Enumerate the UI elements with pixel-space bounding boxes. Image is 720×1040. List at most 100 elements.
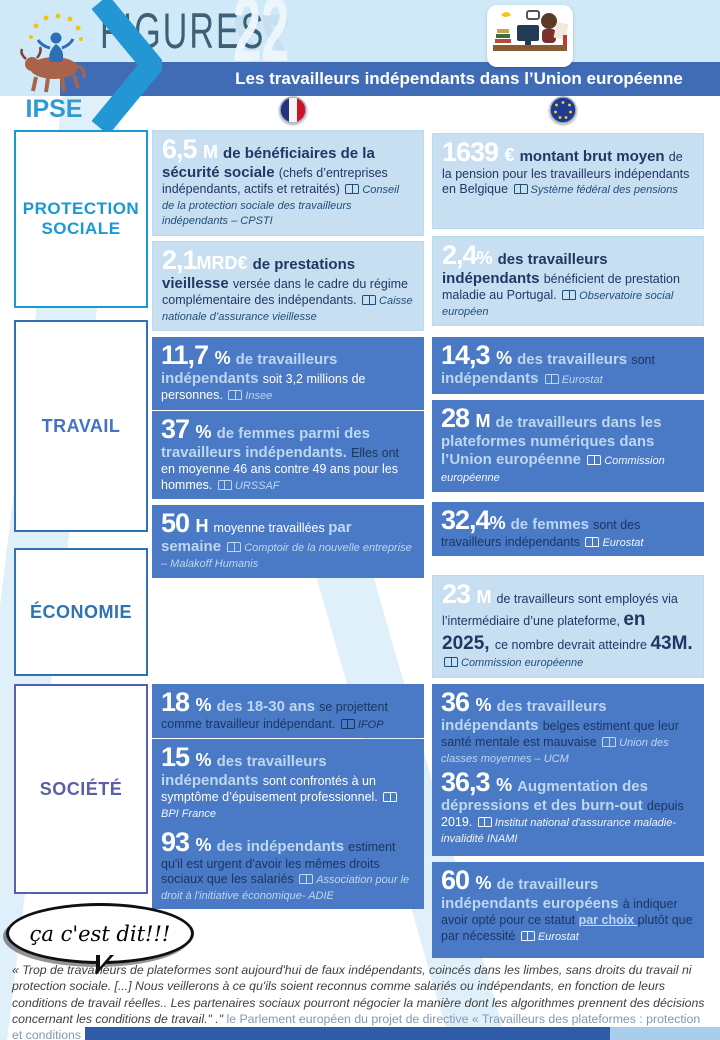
speech-bubble-tail [100,953,112,967]
book-icon [477,817,492,828]
text-segment: 36 [441,687,476,717]
banner-title: Les travailleurs indépendants dans l’Uni… [60,62,720,96]
text-segment[interactable]: par choix [578,913,638,928]
stat-box-eu-sante-mentale-belges: 36 % des travailleurs indépendants belge… [432,684,704,773]
stat-box-fr-droits-sociaux: 93 % des indépendants estiment qu'il est… [152,824,424,910]
text-segment: moyenne travaillées [213,521,329,535]
text-segment: H [195,516,214,536]
text-segment: de bénéficiaires de la sécurité sociale [162,145,375,181]
footer-bar-dark [85,1027,610,1040]
stat-box-eu-part-independants: 14,3 % des travailleurs sont indépendant… [432,337,704,395]
book-icon [217,479,232,490]
category-societe: SOCIÉTÉ [14,684,148,894]
text-segment: sont confrontés à un symptôme d’épuiseme… [161,773,382,805]
text-segment: 60 [441,865,476,895]
book-icon [587,455,602,466]
france-flag-icon [279,96,307,124]
issue-number: 22 [233,0,290,81]
text-segment: 6,5 [162,134,204,164]
source-text: Eurostat [583,536,643,549]
text-segment: de femmes [510,516,594,533]
category-economie: ÉCONOMIE [14,548,148,676]
source-text: Insee [226,390,272,402]
text-segment: % [214,348,236,368]
stat-box-eu-pension-belgique: 1639 € montant brut moyen de la pension … [432,133,704,229]
text-segment: indépendants [441,369,543,387]
stat-box-eu-statut-par-choix: 60 % de travailleurs indépendants europé… [432,862,704,958]
logo-europa-figure [36,32,75,62]
text-segment: 11,7 [161,340,215,370]
book-icon [340,718,355,729]
book-icon [562,290,577,301]
text-segment: des travailleurs indépendants [441,698,607,734]
source-text: Commission européenne [442,657,583,669]
text-segment: en moyenne 46 ans contre 49 ans pour les… [161,462,398,492]
text-segment: plutôt que par nécessité [441,913,693,943]
text-segment: 32,4 [441,505,491,535]
source-text: Union des classes moyennes – UCM [441,737,669,765]
text-segment: % [195,750,217,770]
text-segment: 15 [161,742,196,772]
stat-box-eu-plateformes-2025: 23 M de travailleurs sont employés via l… [432,575,704,679]
text-segment: 93 [161,827,196,857]
quote-text: « Trop de travailleurs de plateformes so… [12,963,705,1027]
book-icon [228,390,243,401]
category-travail: TRAVAIL [14,320,148,532]
logo-stars [29,13,83,41]
book-icon [299,874,314,885]
text-segment: % [475,873,497,893]
text-segment: soit 3,2 millions de personnes. [161,371,366,403]
source-text: Caisse nationale d’assurance vieillesse [162,295,413,323]
text-segment: 43M. [650,632,693,654]
text-segment: Augmentation des dépressions et des burn… [441,778,648,814]
text-segment: estiment qu'il est urgent d'avoir les mê… [161,840,396,887]
stat-box-fr-femmes-independantes: 37 % de femmes parmi des travailleurs in… [152,411,424,500]
text-segment: ce nombre devrait atteindre [494,637,651,652]
stat-box-fr-prestations-vieillesse: 2,1MRD€ de prestations vieillesse versée… [152,241,424,332]
text-segment: 14,3 [441,340,497,370]
text-segment: des travailleurs [517,351,632,368]
text-segment: de travailleurs sont employés via l’inte… [442,592,678,629]
text-segment: de prestations vieillesse [162,256,356,292]
text-segment: 37 [161,414,196,444]
text-segment: % [489,513,511,533]
text-segment: 2019. [441,815,476,830]
text-segment: % [195,835,217,855]
text-segment: belges estiment que leur santé mentale e… [441,718,679,750]
text-segment: des indépendants [216,838,349,855]
stat-box-fr-jeunes-projection: 18 % des 18-30 ans se projettent comme t… [152,684,424,739]
source-text: URSSAF [216,479,280,492]
logo-text: IPSE [26,95,83,123]
ipse-logo: IPSE [8,4,100,126]
source-text: BPI France [161,792,400,820]
source-text: IFOP [339,718,384,731]
text-segment: M [475,411,496,431]
stat-box-eu-prestation-maladie-portugal: 2,4% des travailleurs indépendants bénéf… [432,236,704,327]
book-icon [383,792,398,803]
footer-quote: « Trop de travailleurs de plateformes so… [12,962,712,1040]
text-segment: 50 [161,508,196,538]
text-segment: MRD€ [196,253,253,273]
source-text: Eurostat [543,373,603,386]
book-icon [444,657,458,668]
source-text: Observatoire social européen [442,290,674,318]
text-segment: de travailleurs indépendants européens [441,876,623,912]
source-text: Institut national d'assurance maladie-in… [441,817,677,845]
footer-bar-light [610,1027,720,1040]
text-segment: de travailleurs indépendants [161,351,338,387]
book-icon [585,536,600,547]
book-icon [362,295,377,306]
text-segment: 18 [161,687,196,717]
source-text: Comptoir de la nouvelle entreprise – Mal… [161,541,412,571]
text-segment: 2,4 [442,240,478,270]
stat-box-fr-heures-semaine: 50 H moyenne travaillées par semaine Com… [152,505,424,578]
book-icon [227,541,242,552]
source-text: Eurostat [519,930,579,943]
text-segment: bénéficient de prestation maladie au Por… [442,271,680,303]
text-segment: % [195,422,217,442]
stat-box-eu-femmes-independantes: 32,4% de femmes sont des travailleurs in… [432,502,704,557]
source-text: Association pour le droit à l'initiative… [161,874,410,902]
source-text: Conseil de la protection sociale des tra… [162,184,400,228]
stat-box-eu-depressions-burnout: 36,3 % Augmentation des dépressions et d… [432,764,704,856]
